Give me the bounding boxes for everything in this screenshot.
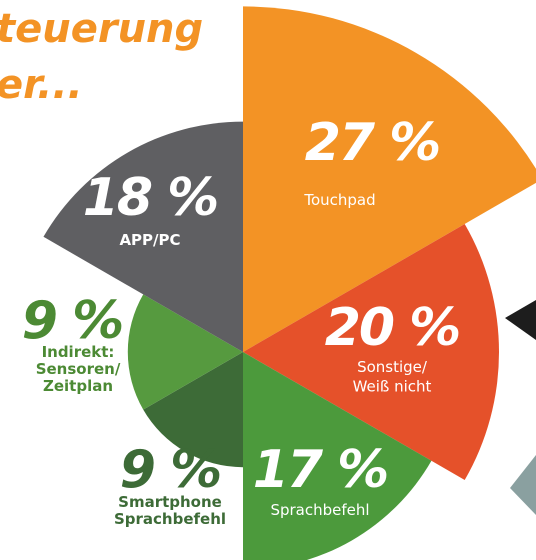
value-label: 9 % bbox=[120, 440, 220, 500]
value-label: 20 % bbox=[325, 298, 460, 358]
value-label: 27 % bbox=[305, 113, 440, 173]
decoration bbox=[505, 300, 536, 340]
value-label: 18 % bbox=[83, 168, 218, 228]
category-label: APP/PC bbox=[119, 231, 180, 249]
chart: teuerung er... 27 % Touchpad 20 %Sonstige/… bbox=[0, 0, 536, 560]
category-label: Sprachbefehl bbox=[270, 501, 369, 519]
category-label: Indirekt:Sensoren/Zeitplan bbox=[36, 343, 121, 395]
category-label: Touchpad bbox=[303, 191, 375, 209]
title-line: teuerung bbox=[0, 6, 203, 52]
value-label: 9 % bbox=[22, 291, 122, 351]
decoration bbox=[510, 455, 536, 515]
value-label: 17 % bbox=[253, 440, 388, 500]
category-label: Sonstige/Weiß nicht bbox=[353, 358, 432, 396]
title-line: er... bbox=[0, 62, 83, 108]
